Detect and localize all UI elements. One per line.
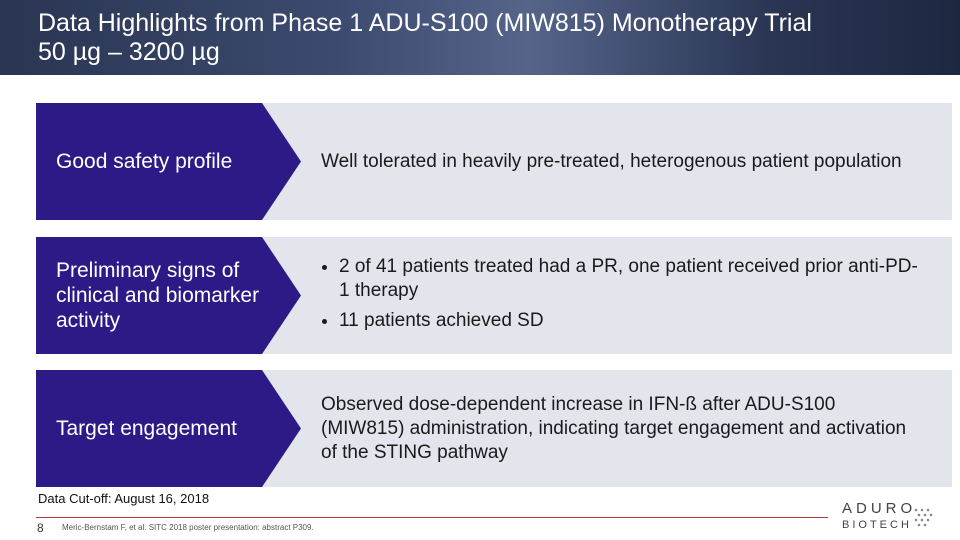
row-text: Well tolerated in heavily pre-treated, h…: [321, 150, 902, 172]
row-content: Observed dose-dependent increase in IFN-…: [321, 370, 921, 487]
bullet: 2 of 41 patients treated had a PR, one p…: [339, 255, 921, 303]
cutoff-note: Data Cut-off: August 16, 2018: [38, 491, 210, 506]
row-text: Observed dose-dependent increase in IFN-…: [321, 393, 907, 463]
content-box: [262, 370, 952, 487]
row-label: Preliminary signs of clinical and biomar…: [56, 259, 260, 332]
row-label: Good safety profile: [56, 150, 233, 173]
label-arrow: [36, 237, 301, 354]
label-arrow: [36, 103, 301, 220]
row-content: 2 of 41 patients treated had a PR, one p…: [321, 237, 921, 354]
highlight-row: Preliminary signs of clinical and biomar…: [36, 237, 952, 354]
page-number: 8: [37, 521, 44, 535]
reference: Meric-Bernstam F, et al. SITC 2018 poste…: [62, 523, 314, 532]
label-arrow: [36, 370, 301, 487]
title-line: 50 µg – 3200 µg: [38, 38, 220, 66]
title-line: Data Highlights from Phase 1 ADU-S100 (M…: [38, 9, 812, 37]
footer-rule: [36, 517, 828, 518]
header: Data Highlights from Phase 1 ADU-S100 (M…: [0, 0, 960, 75]
logo-sub: BIOTECH: [842, 519, 912, 531]
bullet: 11 patients achieved SD: [339, 309, 921, 333]
highlight-row: Target engagement Observed dose-dependen…: [36, 370, 952, 487]
row-label: Target engagement: [56, 417, 237, 440]
content-box: [262, 103, 952, 220]
content-box: [262, 237, 952, 354]
highlight-row: Good safety profile Well tolerated in he…: [36, 103, 952, 220]
logo-mark: [914, 508, 933, 527]
bullet-list: 2 of 41 patients treated had a PR, one p…: [321, 253, 921, 339]
logo-name: ADURO: [842, 500, 917, 517]
row-content: Well tolerated in heavily pre-treated, h…: [321, 103, 921, 220]
